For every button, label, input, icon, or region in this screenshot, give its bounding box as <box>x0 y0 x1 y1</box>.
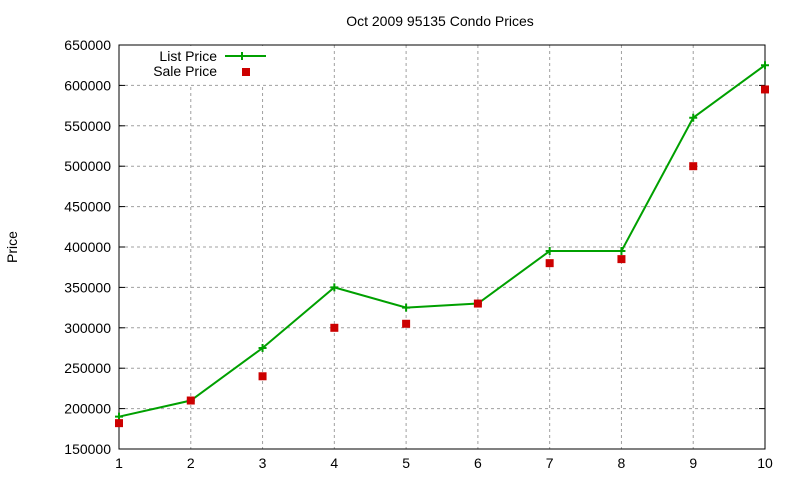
x-tick-label: 7 <box>546 455 554 471</box>
x-tick-label: 3 <box>259 455 267 471</box>
x-tick-label: 2 <box>187 455 195 471</box>
x-tick-label: 5 <box>402 455 410 471</box>
x-tick-label: 9 <box>689 455 697 471</box>
y-tick-label: 350000 <box>64 279 111 295</box>
list-price-point <box>617 247 626 256</box>
list-price-point <box>761 61 769 70</box>
sale-price-point <box>617 255 626 264</box>
legend-label-sale-price: Sale Price <box>153 63 217 79</box>
list-price-point <box>330 283 339 292</box>
y-tick-label: 150000 <box>64 441 111 457</box>
sale-price-point <box>115 419 123 428</box>
x-tick-label: 10 <box>757 455 773 471</box>
y-tick-label: 250000 <box>64 360 111 376</box>
sale-price-point <box>689 162 698 171</box>
x-tick-label: 1 <box>115 455 123 471</box>
sale-price-point <box>258 372 267 381</box>
y-axis-label: Price <box>4 231 20 263</box>
list-price-point <box>545 247 554 256</box>
sale-price-point <box>545 259 554 268</box>
sale-price-point <box>402 319 411 328</box>
chart-title: Oct 2009 95135 Condo Prices <box>346 13 534 29</box>
list-price-point <box>402 303 411 312</box>
series-line-list-price <box>118 64 766 418</box>
sale-price-point <box>186 396 195 405</box>
y-tick-label: 500000 <box>64 158 111 174</box>
y-tick-label: 450000 <box>64 199 111 215</box>
list-price-point <box>258 344 267 352</box>
y-tick-label: 300000 <box>64 320 111 336</box>
y-tick-label: 550000 <box>64 118 111 134</box>
y-tick-label: 600000 <box>64 77 111 93</box>
list-price-point <box>689 113 698 122</box>
plot-border <box>118 44 766 450</box>
sale-price-point <box>761 85 769 94</box>
legend-marker-list-price <box>238 52 246 60</box>
x-tick-label: 6 <box>474 455 482 471</box>
sale-price-point <box>330 323 339 332</box>
x-tick-label: 8 <box>618 455 626 471</box>
y-tick-label: 200000 <box>64 401 111 417</box>
y-tick-label: 650000 <box>64 37 111 53</box>
x-tick-label: 4 <box>330 455 338 471</box>
legend-background <box>120 46 280 84</box>
legend-marker-sale-price <box>242 68 250 76</box>
y-tick-label: 400000 <box>64 239 111 255</box>
sale-price-point <box>473 299 482 308</box>
legend-label-list-price: List Price <box>159 48 217 64</box>
